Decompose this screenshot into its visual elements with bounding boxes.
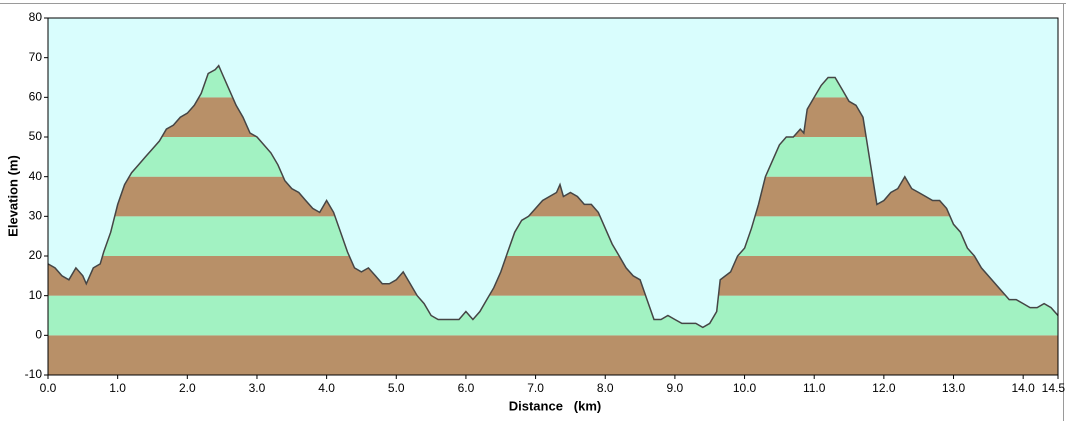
x-tick-label: 1.0 — [109, 381, 126, 395]
y-axis-title: Elevation (m) — [5, 155, 20, 237]
elevation-band — [48, 216, 1058, 256]
x-tick-label: 9.0 — [667, 381, 684, 395]
elevation-band — [48, 256, 1058, 296]
elevation-band — [48, 295, 1058, 336]
y-tick-label: 40 — [29, 169, 43, 183]
x-tick-label: 0.0 — [40, 381, 57, 395]
y-tick-label: 80 — [29, 10, 43, 24]
x-tick-label: 12.0 — [872, 381, 896, 395]
plot-frame — [47, 17, 1059, 376]
x-tick-label: 13.0 — [942, 381, 966, 395]
x-tick-label: 11.0 — [803, 381, 826, 395]
x-tick-label: 3.0 — [249, 381, 266, 395]
x-tick-label: 2.0 — [179, 381, 196, 395]
x-tick-label: 14.5 — [1042, 381, 1066, 395]
x-tick-label: 10.0 — [733, 381, 757, 395]
x-tick-label: 4.0 — [318, 381, 335, 395]
y-tick-label: -10 — [25, 367, 43, 381]
x-tick-label: 7.0 — [527, 381, 544, 395]
y-tick-label: 30 — [29, 209, 43, 223]
y-tick-label: 10 — [29, 288, 43, 302]
y-tick-label: 50 — [29, 129, 43, 143]
x-tick-label: 14.0 — [1011, 381, 1035, 395]
y-tick-label: 70 — [29, 50, 43, 64]
x-axis-title: Distance (km) — [509, 398, 601, 413]
x-tick-label: 8.0 — [597, 381, 614, 395]
y-tick-label: 60 — [29, 90, 43, 104]
y-tick-label: 20 — [29, 248, 43, 262]
y-tick-label: 0 — [35, 328, 42, 342]
x-tick-label: 5.0 — [388, 381, 405, 395]
elevation-line — [47, 64, 1059, 329]
elevation-band — [48, 335, 1058, 375]
x-tick-label: 6.0 — [458, 381, 475, 395]
